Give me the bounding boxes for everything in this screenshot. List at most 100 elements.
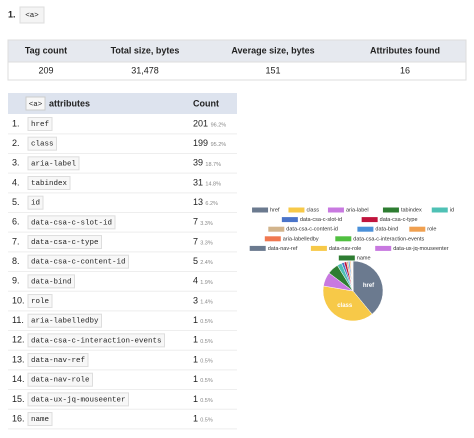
legend-swatch xyxy=(409,226,426,232)
attr-name: data-ux-jq-mouseenter xyxy=(31,396,126,404)
legend: href class aria-label tabindex id data-csa-c-… xyxy=(249,207,454,261)
summary-border xyxy=(7,39,467,81)
slice-label: href xyxy=(363,283,375,289)
attr-name: role xyxy=(31,298,49,306)
attr-count: 1 xyxy=(193,335,198,345)
row-index: 9. xyxy=(12,276,20,286)
row-index: 10. xyxy=(12,295,25,305)
legend-label: data-ux-jq-mouseenter xyxy=(393,246,449,252)
pie-slice xyxy=(322,285,373,322)
attr-percent: 3.3% xyxy=(200,221,213,227)
attr-box xyxy=(27,176,71,191)
attr-name: data-csa-c-slot-id xyxy=(31,219,112,227)
legend-label: aria-labelledby xyxy=(283,236,319,242)
attr-percent: 3.3% xyxy=(200,240,213,246)
attr-header-bg xyxy=(8,93,237,114)
legend-label: name xyxy=(357,255,371,261)
attr-name: aria-label xyxy=(31,160,77,168)
attr-name: data-nav-role xyxy=(31,377,90,385)
attr-name: aria-labelledby xyxy=(31,318,99,326)
row-index: 5. xyxy=(12,197,20,207)
legend-swatch xyxy=(252,207,269,213)
row-index: 14. xyxy=(12,374,25,384)
attr-percent: 0.5% xyxy=(200,418,213,424)
legend-swatch xyxy=(357,226,374,232)
legend-swatch xyxy=(335,236,352,242)
row-index: 2. xyxy=(12,138,20,148)
attr-count: 3 xyxy=(193,295,198,305)
attr-percent: 6.2% xyxy=(205,201,218,207)
row-index: 3. xyxy=(12,158,20,168)
legend-label: data-bind xyxy=(375,227,398,233)
attr-count: 7 xyxy=(193,217,198,227)
legend-label: role xyxy=(427,227,436,233)
summary-header-bg xyxy=(8,40,466,62)
attr-percent: 0.5% xyxy=(200,358,213,364)
legend-swatch xyxy=(264,236,281,242)
attr-percent: 0.5% xyxy=(200,339,213,345)
attr-count: 5 xyxy=(193,256,198,266)
attr-name: href xyxy=(31,121,50,129)
attr-percent: 95.2% xyxy=(211,142,227,148)
summary-header: Average size, bytes xyxy=(231,45,314,55)
legend-swatch xyxy=(327,207,344,213)
attr-count: 1 xyxy=(193,394,198,404)
legend-swatch xyxy=(288,207,305,213)
attr-box xyxy=(27,136,57,151)
summary-header: Total size, bytes xyxy=(111,45,180,55)
row-index: 11. xyxy=(12,315,24,325)
attr-count: 201 xyxy=(193,118,208,128)
legend-swatch xyxy=(361,217,378,223)
summary-value: 16 xyxy=(400,65,410,75)
attr-box xyxy=(27,156,80,171)
legend-swatch xyxy=(382,207,399,213)
attr-count: 7 xyxy=(193,236,198,246)
tag-name: <a> xyxy=(29,101,43,109)
slice-label: class xyxy=(337,303,353,309)
legend-swatch xyxy=(431,207,448,213)
summary-value: 151 xyxy=(265,65,280,75)
pie: href class xyxy=(322,260,384,322)
legend-label: id xyxy=(450,207,454,213)
attr-name: data-nav-ref xyxy=(31,357,86,365)
attr-percent: 1.4% xyxy=(200,299,213,305)
legend-label: data-csa-c-interaction-events xyxy=(353,236,424,242)
attr-percent: 18.7% xyxy=(205,162,221,168)
row-index: 16. xyxy=(12,413,25,423)
row-index: 15. xyxy=(12,394,25,404)
attr-name: id xyxy=(31,200,40,208)
row-index: 12. xyxy=(12,335,25,345)
attr-percent: 0.5% xyxy=(200,319,213,325)
attr-box xyxy=(27,313,102,328)
legend-label: data-nav-role xyxy=(329,246,361,252)
row-index: 4. xyxy=(12,177,20,187)
attr-percent: 0.5% xyxy=(200,398,213,404)
legend-swatch xyxy=(281,217,298,223)
attr-percent: 0.5% xyxy=(200,378,213,384)
attr-count: 1 xyxy=(193,413,198,423)
legend-label: aria-label xyxy=(346,207,369,213)
attr-count: 1 xyxy=(193,315,198,325)
attr-count: 31 xyxy=(193,177,203,187)
attr-name: data-csa-c-type xyxy=(31,239,99,247)
attr-box xyxy=(27,254,129,269)
legend-label: tabindex xyxy=(401,207,422,213)
tag-box xyxy=(19,6,45,24)
legend-label: href xyxy=(270,207,280,213)
attr-count: 199 xyxy=(193,138,208,148)
attr-name: tabindex xyxy=(31,180,68,188)
attr-name: class xyxy=(31,141,54,149)
pie-slice xyxy=(352,260,384,315)
legend-label: data-csa-c-type xyxy=(380,217,418,223)
attr-box xyxy=(27,392,129,407)
summary-value: 209 xyxy=(38,65,53,75)
tag-name: <a> xyxy=(25,12,39,20)
attr-box xyxy=(27,353,89,368)
attr-box xyxy=(27,412,53,427)
row-index: 13. xyxy=(12,354,25,364)
attr-percent: 2.4% xyxy=(200,260,213,266)
legend-swatch xyxy=(249,245,266,251)
legend-label: class xyxy=(306,207,319,213)
